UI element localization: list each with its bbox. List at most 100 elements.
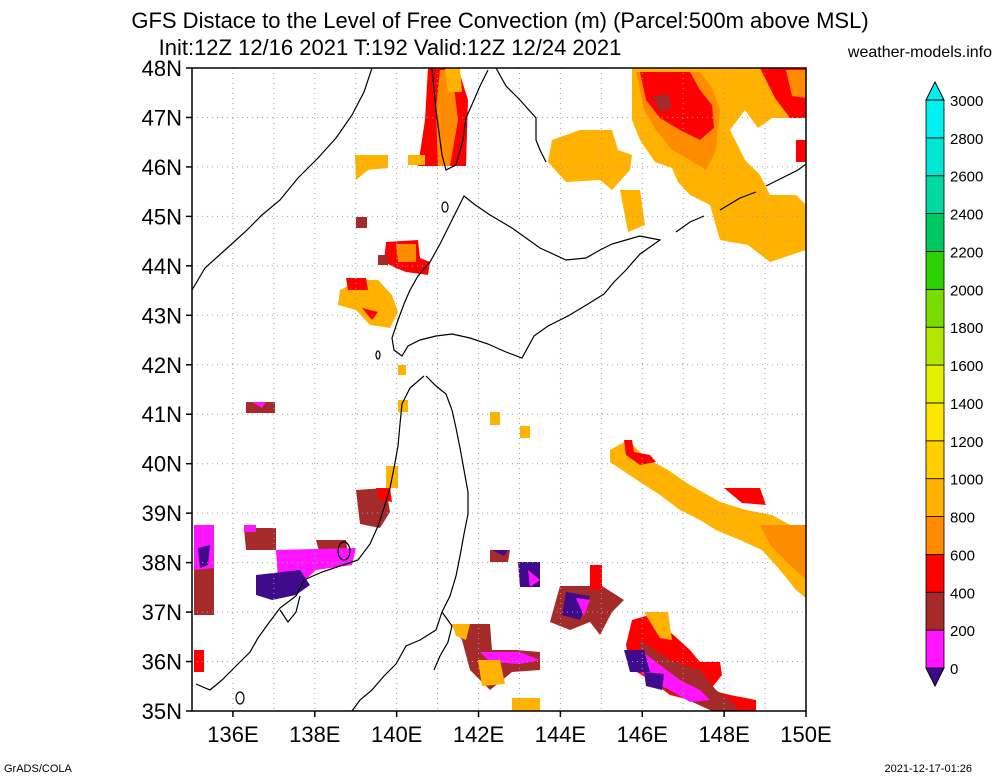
x-tick-label: 140E <box>371 722 422 747</box>
field-patch-soj-yellow2 <box>408 155 425 165</box>
coast-asia <box>192 68 373 291</box>
colorbar-segment <box>925 591 945 631</box>
field-patch-pac-yellow3 <box>610 440 806 598</box>
y-tick-label: 45N <box>142 204 182 229</box>
field-patch-pac-red3 <box>590 565 602 590</box>
field-patch-pac-orange <box>760 525 806 580</box>
colorbar-segment <box>925 440 945 480</box>
x-tick-label: 146E <box>617 722 668 747</box>
field-patch-pac-magenta2 <box>576 598 590 616</box>
y-tick-label: 41N <box>142 402 182 427</box>
coast-hokkaido <box>391 195 662 359</box>
chart-subtitle: Init:12Z 12/16 2021 T:192 Valid:12Z 12/2… <box>158 35 622 60</box>
field-patch-pac-yellow <box>490 412 500 425</box>
y-tick-label: 40N <box>142 452 182 477</box>
x-tick-label: 138E <box>289 722 340 747</box>
field-patch-west-red <box>194 650 204 672</box>
colorbar: 0 200 400 600 800 1000 1200 1400 1600 1800 2000 220… <box>925 80 983 688</box>
island-oki <box>235 691 245 705</box>
colorbar-label: 2600 <box>950 169 983 186</box>
field-patch-pac-indigo4 <box>624 650 650 672</box>
footer-software: GrADS/COLA <box>4 763 72 775</box>
colorbar-label: 1800 <box>950 320 983 337</box>
y-tick-label: 36N <box>142 650 182 675</box>
coast-honshu <box>195 375 469 711</box>
field-patch-pac-red2 <box>724 488 766 505</box>
coast-kanto <box>433 611 453 671</box>
field-patch-west-brown <box>194 568 214 615</box>
y-tick-label: 39N <box>142 501 182 526</box>
field-patch-noto-brown <box>244 528 276 550</box>
y-tick-label: 43N <box>142 303 182 328</box>
chart-title: GFS Distace to the Level of Free Convect… <box>131 8 869 33</box>
field-patch-izu-yellow2 <box>478 660 505 686</box>
coastlines <box>192 68 806 711</box>
y-tick-label: 44N <box>142 254 182 279</box>
field-patch-okhotsk-yellow <box>548 130 632 190</box>
footer-timestamp: 2021-12-17-01:26 <box>884 763 972 775</box>
field-patch-pac-magenta <box>528 570 540 587</box>
map-gridlines <box>192 68 806 711</box>
x-tick-label: 148E <box>698 722 749 747</box>
field-patch-pac-yellow2 <box>520 426 530 438</box>
field-patch-pac-red <box>624 440 656 465</box>
field-patch-pac-indigo5 <box>644 672 664 690</box>
field-patch-soj-magenta <box>252 402 266 408</box>
colorbar-segment <box>925 629 945 669</box>
field-patch-soj-yellow <box>355 155 388 180</box>
colorbar-label: 0 <box>950 661 958 678</box>
colorbar-max-arrow <box>925 80 945 101</box>
field-patch-soj-yellow5 <box>398 400 408 412</box>
y-tick-label: 46N <box>142 155 182 180</box>
lfc-shaded-field <box>194 68 806 711</box>
field-patch-toyama-indigo <box>256 570 310 600</box>
field-patch-soj-brown2 <box>378 255 388 265</box>
field-patch-sakhalin-yellow <box>445 68 462 92</box>
colorbar-segment <box>925 478 945 517</box>
field-patch-soj-red3 <box>362 308 378 320</box>
y-tick-label: 42N <box>142 353 182 378</box>
colorbar-label: 1600 <box>950 358 983 375</box>
field-patch-niigata-red <box>376 488 392 502</box>
colorbar-segment <box>925 554 945 593</box>
coast-kurils-1 <box>675 215 705 233</box>
colorbar-label: 2800 <box>950 131 983 148</box>
field-patch-ne-red3 <box>796 140 806 162</box>
island-okushiri <box>375 350 381 360</box>
field-patch-soj-orange <box>396 244 416 262</box>
y-tick-label: 47N <box>142 105 182 130</box>
field-patch-ne-red <box>640 72 714 140</box>
field-patch-soj-brown <box>356 217 367 228</box>
y-tick-label: 38N <box>142 551 182 576</box>
colorbar-label: 2000 <box>950 282 983 299</box>
field-patch-soj-brown3 <box>246 402 275 413</box>
colorbar-label: 400 <box>950 585 975 602</box>
field-patch-ne-brown <box>652 94 672 112</box>
field-patch-izu-yellow <box>452 624 470 640</box>
x-tick-label: 136E <box>207 722 258 747</box>
coast-kurils-3 <box>765 163 806 187</box>
colorbar-label: 800 <box>950 510 975 527</box>
colorbar-label: 2200 <box>950 244 983 261</box>
colorbar-min-arrow <box>925 667 945 688</box>
coast-noto <box>279 595 301 624</box>
field-patch-soj-red2 <box>346 278 368 290</box>
colorbar-segment <box>925 364 945 404</box>
colorbar-label: 1400 <box>950 396 983 413</box>
plot-frame <box>191 67 807 712</box>
colorbar-label: 200 <box>950 623 975 640</box>
colorbar-label: 1000 <box>950 472 983 489</box>
field-patch-soj-yellow3 <box>338 280 398 328</box>
field-patch-pac-magenta3 <box>636 650 710 702</box>
colorbar-label: 2400 <box>950 207 983 224</box>
field-patch-sakhalin-orange <box>436 70 458 166</box>
coast-kurils-2 <box>719 191 757 211</box>
colorbar-label: 3000 <box>950 93 983 110</box>
colorbar-segment <box>925 137 945 177</box>
axis-ticks: 136E 138E 140E 142E 144E 146E 148E 150E 35N 36N 37… <box>142 56 832 747</box>
colorbar-segment <box>925 402 945 442</box>
field-patch-pac-brown2 <box>550 586 624 635</box>
field-patch-pac-yellow4 <box>644 612 672 640</box>
colorbar-segment <box>925 516 945 555</box>
